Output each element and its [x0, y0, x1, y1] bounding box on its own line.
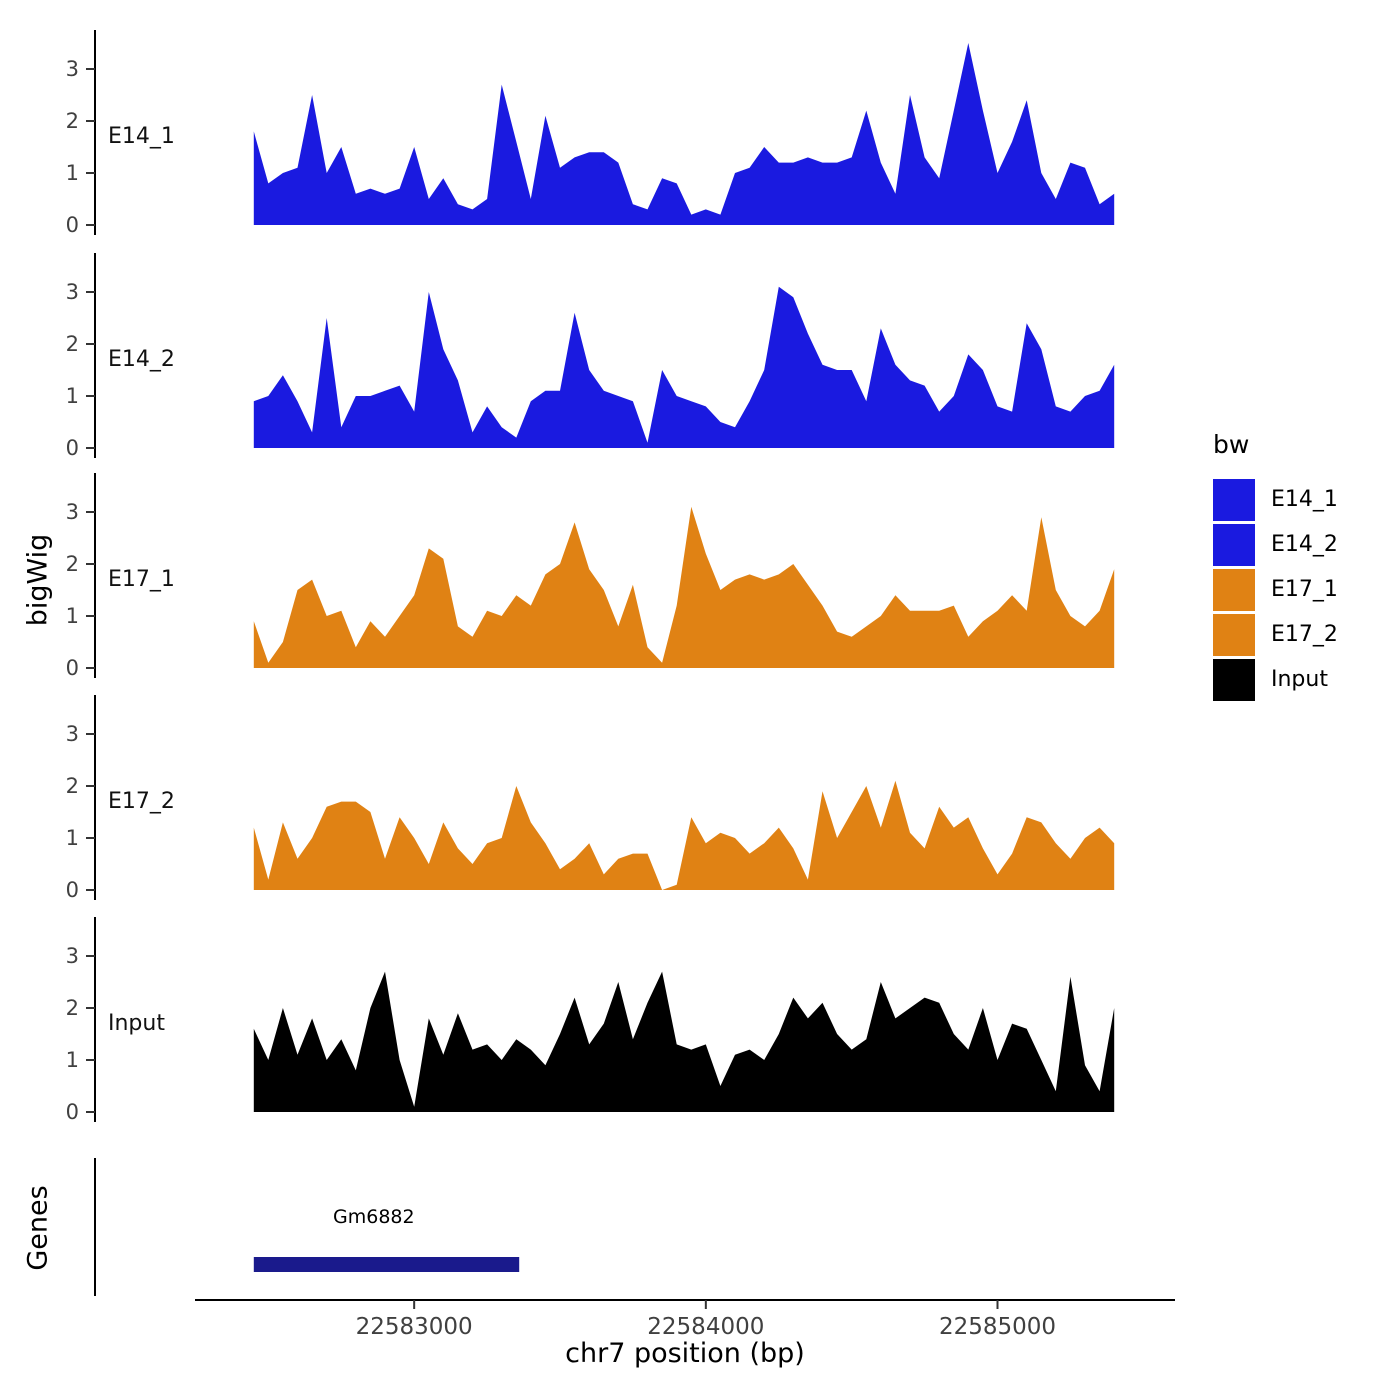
legend-swatch-e17-2	[1213, 613, 1255, 656]
x-tick-label: 22584000	[647, 1314, 764, 1340]
legend-item-label: E14_1	[1271, 487, 1338, 512]
genes-axis-title: Genes	[22, 1185, 54, 1271]
gene-name-label: Gm6882	[333, 1206, 415, 1228]
signal-area-e17_1	[253, 506, 1115, 668]
track-label-input: Input	[108, 1011, 165, 1036]
y-tick-label: 3	[66, 944, 79, 968]
y-tick-label: 2	[66, 996, 79, 1020]
legend-item: E17_1	[1213, 567, 1338, 612]
y-tick-label: 0	[66, 656, 79, 680]
legend-item-label: Input	[1271, 667, 1328, 692]
y-tick-label: 3	[66, 280, 79, 304]
y-tick-label: 3	[66, 500, 79, 524]
legend-item: Input	[1213, 657, 1338, 702]
legend-swatch-e14-1	[1213, 478, 1255, 521]
track-label-e17-1: E17_1	[108, 567, 175, 592]
legend-title: bw	[1213, 430, 1250, 459]
y-axis-title: bigWig	[22, 533, 54, 627]
signal-area-e17_2	[253, 780, 1115, 890]
y-tick-label: 2	[66, 109, 79, 133]
y-tick-label: 1	[66, 161, 79, 185]
y-tick-label: 2	[66, 552, 79, 576]
signal-area-e14_2	[253, 286, 1115, 448]
y-tick-label: 0	[66, 1100, 79, 1124]
y-tick-label: 3	[66, 57, 79, 81]
y-tick-label: 1	[66, 384, 79, 408]
legend-item-label: E17_1	[1271, 577, 1338, 602]
legend: bw E14_1 E14_2 E17_1 E17_2 Input	[1213, 430, 1338, 702]
gene-body-bar	[253, 1257, 520, 1272]
x-tick-label: 22583000	[356, 1314, 473, 1340]
signal-area-input	[253, 971, 1115, 1112]
signal-area-e14_1	[253, 43, 1115, 225]
track-label-e17-2: E17_2	[108, 789, 175, 814]
legend-item-label: E14_2	[1271, 532, 1338, 557]
legend-item: E14_2	[1213, 522, 1338, 567]
y-tick-label: 3	[66, 722, 79, 746]
y-tick-label: 1	[66, 1048, 79, 1072]
y-tick-label: 0	[66, 436, 79, 460]
y-tick-label: 2	[66, 774, 79, 798]
legend-item-label: E17_2	[1271, 622, 1338, 647]
y-tick-label: 0	[66, 213, 79, 237]
track-label-e14-2: E14_2	[108, 347, 175, 372]
track-label-e14-1: E14_1	[108, 124, 175, 149]
x-tick-label: 22585000	[939, 1314, 1056, 1340]
legend-item: E14_1	[1213, 477, 1338, 522]
legend-swatch-e17-1	[1213, 568, 1255, 611]
y-tick-label: 1	[66, 826, 79, 850]
legend-item: E17_2	[1213, 612, 1338, 657]
legend-swatch-input	[1213, 658, 1255, 701]
legend-swatch-e14-2	[1213, 523, 1255, 566]
x-axis-title: chr7 position (bp)	[565, 1338, 805, 1369]
y-tick-label: 0	[66, 878, 79, 902]
y-tick-label: 1	[66, 604, 79, 628]
y-tick-label: 2	[66, 332, 79, 356]
